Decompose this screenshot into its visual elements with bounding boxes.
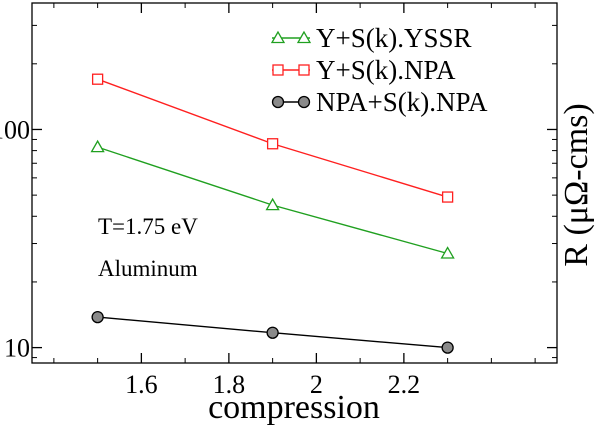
data-point	[91, 310, 104, 324]
data-point	[441, 341, 454, 354]
plot-frame	[31, 2, 558, 364]
x-tick-label: 1.8	[213, 370, 246, 399]
data-point	[91, 73, 104, 85]
y-tick-label: 100	[0, 115, 30, 144]
series-0	[90, 139, 455, 259]
legend-label: Y+S(k).NPA	[316, 55, 456, 85]
data-point	[265, 197, 280, 211]
series-1	[91, 73, 454, 203]
legend-marker	[296, 30, 312, 44]
x-axis-title: compression	[208, 389, 380, 426]
x-tick-label: 2.2	[388, 370, 421, 399]
legend-marker	[271, 95, 285, 109]
legend-marker	[270, 30, 286, 44]
legend-marker	[297, 95, 311, 109]
axis-ticks: 1.6 1.8 2 2.2 10 100	[0, 3, 557, 399]
data-point	[266, 326, 279, 339]
data-point	[90, 139, 105, 153]
x-tick-label: 1.6	[125, 370, 158, 399]
data-point	[441, 191, 454, 203]
legend-marker	[298, 64, 310, 76]
x-tick-label: 2	[310, 370, 323, 399]
series-2	[91, 310, 454, 354]
data-point	[440, 246, 455, 259]
legend-label: Y+S(k).YSSR	[316, 23, 472, 53]
y-axis-title: R (μΩ-cms)	[558, 103, 595, 266]
legend-entry-0: Y+S(k).YSSR	[270, 23, 472, 53]
legend-entry-1: Y+S(k).NPA	[272, 55, 456, 85]
legend-label: NPA+S(k).NPA	[316, 87, 488, 117]
series-layer	[90, 73, 455, 354]
data-point	[266, 138, 279, 150]
legend-marker	[272, 64, 284, 76]
y-tick-label: 10	[4, 334, 30, 363]
annotation-material: Aluminum	[98, 256, 198, 281]
annotation-temperature: T=1.75 eV	[98, 214, 198, 239]
legend-entry-2: NPA+S(k).NPA	[271, 87, 488, 117]
